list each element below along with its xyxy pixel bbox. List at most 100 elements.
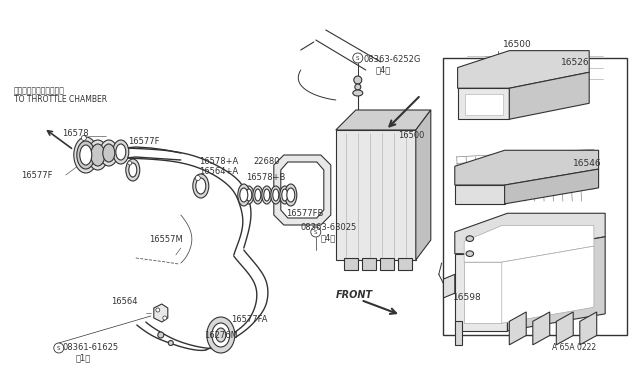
Text: 16526: 16526 (561, 58, 589, 67)
Ellipse shape (285, 184, 297, 206)
Circle shape (311, 227, 321, 237)
Ellipse shape (466, 251, 474, 257)
Polygon shape (508, 237, 605, 331)
Ellipse shape (273, 189, 279, 201)
Polygon shape (455, 185, 504, 204)
Ellipse shape (264, 189, 270, 201)
Polygon shape (344, 258, 358, 270)
Text: （4）: （4） (376, 65, 391, 74)
Polygon shape (532, 312, 550, 345)
Ellipse shape (244, 186, 254, 204)
Ellipse shape (74, 137, 98, 173)
Text: 16276M: 16276M (204, 331, 238, 340)
Polygon shape (398, 258, 412, 270)
Polygon shape (455, 213, 605, 254)
Ellipse shape (207, 317, 235, 353)
Ellipse shape (246, 189, 252, 201)
Polygon shape (502, 246, 594, 323)
Ellipse shape (129, 163, 137, 177)
Text: S: S (356, 55, 360, 61)
Ellipse shape (287, 188, 295, 202)
Circle shape (353, 53, 363, 63)
Text: 16577F: 16577F (128, 138, 159, 147)
Ellipse shape (193, 174, 209, 198)
Ellipse shape (80, 145, 92, 165)
Text: 16500: 16500 (398, 131, 424, 140)
Polygon shape (455, 150, 598, 185)
Circle shape (81, 135, 86, 141)
Polygon shape (416, 110, 431, 260)
Ellipse shape (126, 159, 140, 181)
Ellipse shape (255, 189, 261, 201)
Text: 16578+B: 16578+B (246, 173, 285, 183)
Ellipse shape (240, 188, 248, 202)
Polygon shape (458, 51, 589, 88)
Text: 08363-63025: 08363-63025 (301, 224, 357, 232)
Polygon shape (274, 155, 331, 225)
Text: 16577FB: 16577FB (286, 208, 323, 218)
Circle shape (354, 76, 362, 84)
Text: 16500: 16500 (503, 39, 531, 49)
Ellipse shape (353, 90, 363, 96)
Ellipse shape (88, 140, 108, 170)
Ellipse shape (216, 328, 226, 342)
Polygon shape (336, 130, 416, 260)
Circle shape (195, 176, 200, 180)
Text: FRONT: FRONT (336, 290, 373, 300)
Polygon shape (444, 275, 455, 298)
Polygon shape (580, 312, 596, 345)
Polygon shape (380, 258, 394, 270)
Polygon shape (556, 312, 573, 345)
Ellipse shape (253, 186, 263, 204)
Polygon shape (464, 262, 502, 323)
Ellipse shape (212, 323, 230, 347)
Ellipse shape (271, 186, 281, 204)
Text: S: S (314, 230, 317, 234)
Ellipse shape (116, 144, 126, 160)
Circle shape (355, 84, 361, 90)
Text: 08361-61625: 08361-61625 (63, 343, 119, 353)
Text: 16598: 16598 (453, 294, 482, 302)
Ellipse shape (196, 178, 206, 194)
Ellipse shape (103, 144, 115, 162)
Polygon shape (281, 162, 324, 218)
Ellipse shape (100, 140, 118, 166)
Text: （1）: （1） (76, 353, 91, 362)
Ellipse shape (280, 186, 290, 204)
Polygon shape (362, 258, 376, 270)
Text: 16557M: 16557M (148, 235, 182, 244)
Text: 16577FA: 16577FA (231, 315, 268, 324)
Circle shape (158, 332, 164, 338)
Text: TO THROTTLE CHAMBER: TO THROTTLE CHAMBER (14, 95, 107, 104)
Polygon shape (458, 88, 509, 119)
Ellipse shape (466, 236, 474, 241)
Text: 16546: 16546 (573, 159, 602, 168)
Ellipse shape (262, 186, 272, 204)
Circle shape (54, 343, 64, 353)
Text: 16564: 16564 (111, 298, 138, 307)
Text: 08363-6252G: 08363-6252G (364, 55, 421, 64)
Circle shape (128, 161, 132, 165)
Text: 16578: 16578 (62, 128, 88, 138)
Polygon shape (336, 110, 431, 130)
Ellipse shape (113, 140, 129, 164)
Ellipse shape (282, 189, 288, 201)
Polygon shape (509, 72, 589, 119)
Polygon shape (465, 94, 503, 115)
Bar (444, 58, 627, 336)
Text: A 65A 0222: A 65A 0222 (552, 343, 596, 352)
Ellipse shape (238, 184, 250, 206)
Circle shape (163, 316, 167, 320)
Text: 16578+A: 16578+A (199, 157, 238, 167)
Circle shape (168, 340, 173, 346)
Ellipse shape (77, 141, 95, 169)
Polygon shape (504, 169, 598, 204)
Circle shape (156, 308, 160, 312)
Text: 16577F: 16577F (20, 170, 52, 180)
Text: 22680: 22680 (254, 157, 280, 167)
Polygon shape (455, 254, 508, 331)
Polygon shape (464, 225, 594, 262)
Text: S: S (57, 346, 61, 350)
Polygon shape (455, 321, 462, 345)
Text: スロットルチャンバーヘ: スロットルチャンバーヘ (14, 86, 65, 95)
